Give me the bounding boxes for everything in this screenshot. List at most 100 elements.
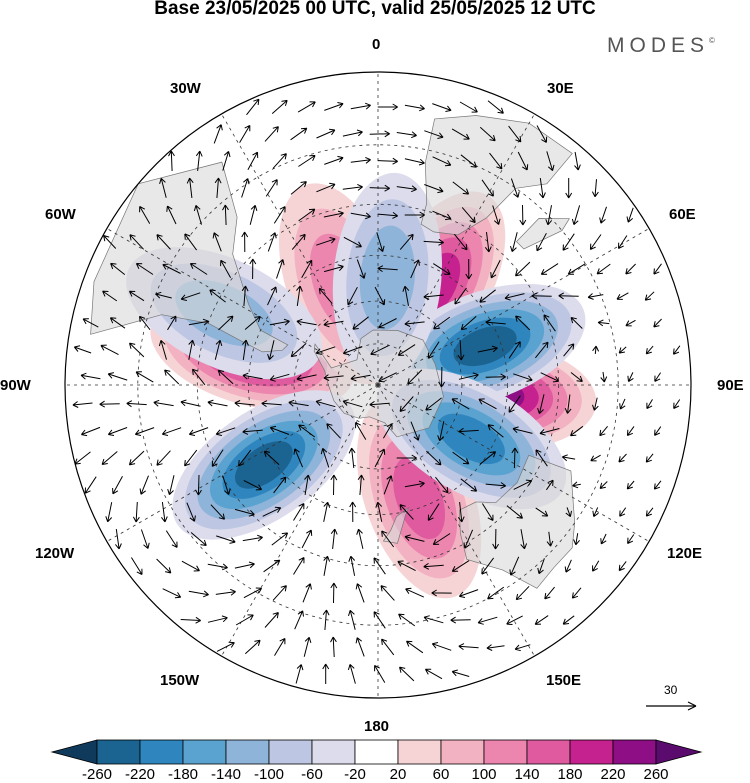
wind-arrow <box>264 612 279 628</box>
wind-arrow <box>645 453 654 463</box>
meridian-line <box>106 228 379 386</box>
wind-arrow <box>288 399 309 407</box>
wind-arrow <box>565 178 573 199</box>
label-180: 180 <box>364 718 390 735</box>
wind-arrow <box>180 292 201 301</box>
wind-arrow <box>130 557 143 575</box>
wind-arrow <box>276 259 285 279</box>
wind-arrow <box>427 503 440 521</box>
wind-arrow <box>589 234 602 250</box>
colorbar-bin <box>225 739 270 765</box>
anomaly-level <box>234 441 293 489</box>
wind-arrow <box>264 126 279 142</box>
wind-arrow <box>356 528 364 549</box>
colorbar-bin <box>96 739 141 765</box>
wind-arrow <box>513 479 533 490</box>
wind-arrow <box>618 235 628 249</box>
wind-arrow <box>574 151 581 171</box>
wind-arrow <box>546 151 555 171</box>
wind-arrow <box>342 346 363 356</box>
wind-arrow <box>301 259 313 278</box>
wind-arrow <box>627 534 635 544</box>
wind-arrow <box>158 340 167 360</box>
wind-arrow <box>222 151 231 171</box>
wind-arrow <box>350 102 371 110</box>
wind-arrow <box>539 178 546 199</box>
wind-arrow <box>161 427 182 436</box>
wind-arrow <box>626 207 634 223</box>
wind-arrow <box>433 263 451 275</box>
wind-arrow <box>599 481 608 489</box>
wind-arrow <box>244 639 261 655</box>
graticule <box>65 72 691 698</box>
wind-arrow <box>486 644 505 651</box>
colorbar-bin <box>182 739 227 765</box>
wind-arrow <box>186 177 194 198</box>
wind-arrow <box>460 154 477 168</box>
map-border <box>64 71 692 699</box>
wind-arrow <box>571 587 582 599</box>
wind-arrow <box>410 421 420 441</box>
wind-arrow <box>406 640 424 654</box>
wind-arrow <box>398 613 416 627</box>
wind-arrow <box>399 666 415 682</box>
wind-arrow <box>316 182 336 193</box>
wind-arrow <box>626 426 635 437</box>
wind-arrow <box>424 184 444 194</box>
brand-text: MODES <box>607 34 710 57</box>
wind-arrow <box>261 400 282 408</box>
wind-arrow <box>269 373 290 382</box>
wind-arrow <box>377 211 398 219</box>
anomaly-level <box>359 225 415 330</box>
wind-arrow <box>458 643 479 651</box>
wind-arrow <box>540 263 559 275</box>
wind-arrow <box>458 589 479 598</box>
wind-arrow <box>271 532 289 546</box>
wind-arrow <box>323 501 331 522</box>
wind-arrow <box>330 474 338 496</box>
wind-arrow <box>242 372 263 380</box>
wind-arrow <box>168 150 175 172</box>
wind-arrow <box>303 636 312 657</box>
wind-arrow <box>435 476 449 494</box>
wind-arrow <box>404 534 425 542</box>
wind-arrow <box>153 399 174 407</box>
wind-arrow <box>243 587 263 599</box>
wind-arrow <box>242 534 263 542</box>
label-90w: 90W <box>0 377 31 394</box>
wind-arrow <box>562 233 575 251</box>
wind-arrow <box>356 259 366 279</box>
wind-arrow <box>316 128 336 139</box>
wind-arrow <box>103 235 117 249</box>
wind-arrow <box>323 210 344 218</box>
wind-arrow <box>297 101 316 113</box>
wind-arrow <box>155 291 172 299</box>
wind-arrow <box>290 127 308 141</box>
colorbar-tick-label: -220 <box>125 766 155 783</box>
colorbar-tick-label: -20 <box>344 766 366 783</box>
wind-arrow <box>653 263 662 275</box>
wind-arrow <box>508 341 521 359</box>
wind-arrow <box>213 124 223 144</box>
wind-arrow <box>190 532 207 546</box>
wind-arrow <box>511 447 519 469</box>
wind-arrow <box>459 101 478 113</box>
wind-arrow <box>531 292 552 300</box>
wind-arrow <box>513 373 533 382</box>
wind-arrow <box>619 507 627 517</box>
wind-arrow <box>210 504 225 520</box>
wind-arrow <box>243 479 263 491</box>
wind-arrow <box>508 395 521 413</box>
wind-arrow <box>396 131 417 139</box>
anomaly-negative-8 <box>332 172 442 383</box>
meridian-line <box>221 113 379 386</box>
wind-arrow <box>514 644 531 652</box>
wind-arrow <box>330 528 338 549</box>
wind-arrow <box>484 232 492 253</box>
wind-arrow <box>330 636 337 658</box>
wind-arrow <box>355 583 365 603</box>
wind-arrow <box>432 156 452 167</box>
wind-arrow <box>489 152 503 170</box>
wind-arrow <box>330 582 338 604</box>
wind-arrow <box>188 427 209 436</box>
